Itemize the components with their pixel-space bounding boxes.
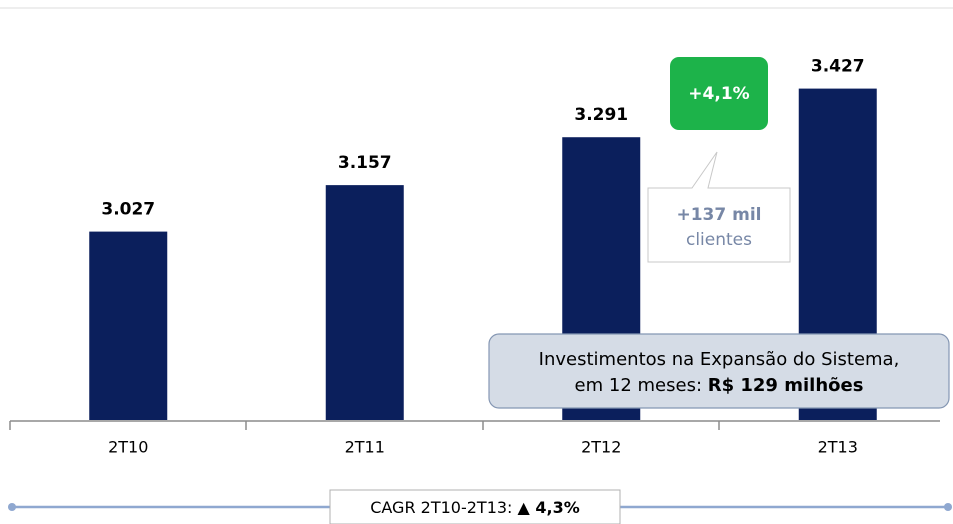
value-label: 3.157 [338,153,392,173]
growth-text: +4,1% [688,84,749,104]
investment-label: em 12 meses: [575,375,708,396]
investment-box [488,333,950,409]
x-tick-label: 2T12 [581,438,621,457]
increase-unit: clientes [686,230,752,250]
timeline-start [8,503,16,511]
value-label: 3.427 [811,57,865,77]
investment-line1: Investimentos na Expansão do Sistema, [539,349,900,370]
investment-amount: R$ 129 milhões [708,375,864,396]
cagr-box [329,489,621,524]
cagr-label: CAGR 2T10-2T13: [370,498,517,517]
increase-callout [647,151,791,263]
bar [89,231,168,420]
investment-line2: em 12 meses: R$ 129 milhões [575,375,864,396]
increase-text: +137 mil [676,205,761,225]
value-label: 3.291 [574,105,628,125]
x-tick-label: 2T10 [108,438,148,457]
growth-badge [670,57,768,130]
cagr-text: CAGR 2T10-2T13: ▲ 4,3% [370,498,580,517]
cagr-value: ▲ 4,3% [518,498,580,517]
x-tick-label: 2T11 [345,438,385,457]
timeline-end [944,503,952,511]
axis-ticks [9,421,720,430]
x-tick-label: 2T13 [818,438,858,457]
bar [325,185,404,420]
value-label: 3.027 [101,200,155,220]
